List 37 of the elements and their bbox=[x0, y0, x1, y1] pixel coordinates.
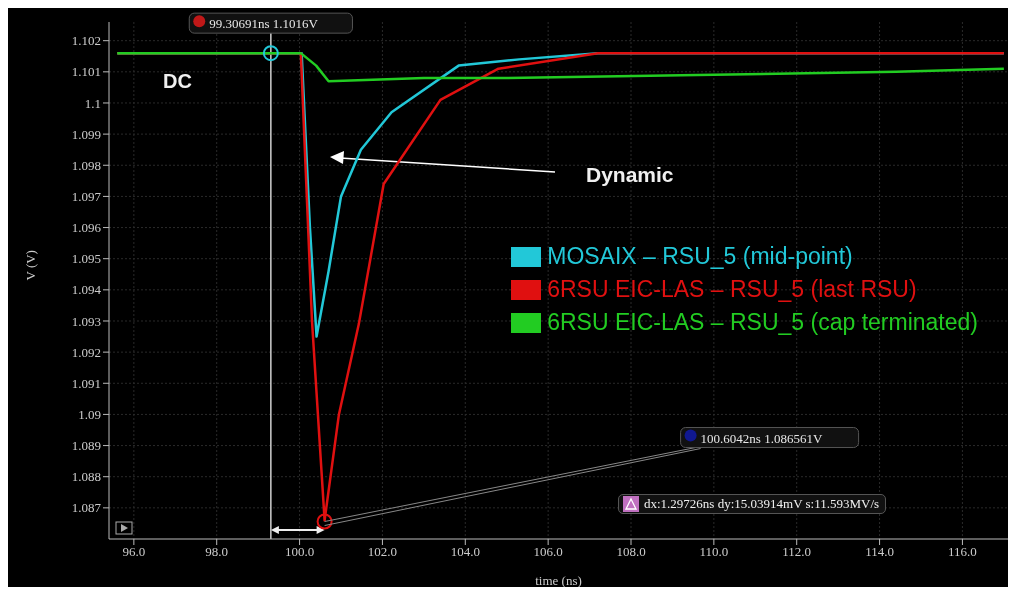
y-tick-label: 1.097 bbox=[71, 189, 102, 205]
y-tick-label: 1.094 bbox=[71, 282, 102, 298]
legend-label: 6RSU EIC-LAS – RSU_5 (cap terminated) bbox=[547, 308, 978, 337]
y-tick-label: 1.087 bbox=[71, 500, 102, 516]
x-tick-label: 104.0 bbox=[450, 544, 480, 560]
annotation: 100.6042ns 1.086561V bbox=[700, 430, 823, 446]
y-tick-label: 1.099 bbox=[71, 126, 101, 142]
y-axis-title: V (V) bbox=[22, 250, 38, 281]
x-tick-label: 114.0 bbox=[865, 544, 894, 560]
legend-label: MOSAIX – RSU_5 (mid-point) bbox=[547, 242, 853, 271]
y-tick-label: 1.1 bbox=[84, 95, 101, 111]
y-tick-label: 1.098 bbox=[71, 157, 101, 173]
y-tick-label: 1.101 bbox=[71, 64, 101, 80]
x-tick-label: 110.0 bbox=[699, 544, 729, 560]
x-tick-label: 98.0 bbox=[205, 544, 229, 560]
x-tick-label: 116.0 bbox=[948, 544, 977, 560]
annotation: dx:1.29726ns dy:15.03914mV s:11.593MV/s bbox=[644, 496, 880, 512]
y-tick-label: 1.102 bbox=[71, 33, 101, 49]
annotation: DC bbox=[163, 70, 192, 93]
x-tick-label: 102.0 bbox=[367, 544, 398, 560]
x-tick-label: 96.0 bbox=[122, 544, 146, 560]
y-tick-label: 1.089 bbox=[71, 438, 101, 454]
y-tick-label: 1.088 bbox=[71, 469, 101, 485]
x-tick-label: 106.0 bbox=[533, 544, 563, 560]
y-tick-label: 1.095 bbox=[71, 251, 101, 267]
annotation: 99.30691ns 1.1016V bbox=[209, 16, 319, 32]
x-tick-label: 112.0 bbox=[782, 544, 812, 560]
y-tick-label: 1.092 bbox=[71, 344, 101, 360]
legend-label: 6RSU EIC-LAS – RSU_5 (last RSU) bbox=[547, 275, 917, 304]
annotation: Dynamic bbox=[586, 163, 674, 187]
y-tick-label: 1.096 bbox=[71, 220, 102, 236]
y-tick-label: 1.09 bbox=[78, 407, 101, 423]
y-tick-label: 1.093 bbox=[71, 313, 101, 329]
x-tick-label: 100.0 bbox=[284, 544, 315, 560]
x-axis-title: time (ns) bbox=[535, 573, 582, 588]
x-tick-label: 108.0 bbox=[616, 544, 646, 560]
y-tick-label: 1.091 bbox=[71, 375, 101, 391]
